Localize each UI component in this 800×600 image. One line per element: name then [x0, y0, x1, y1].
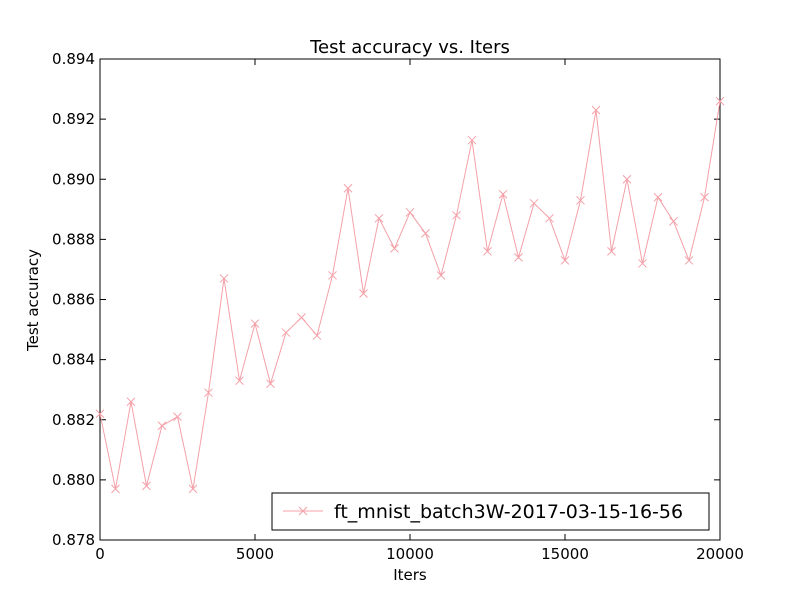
- data-point-x-marker: [653, 192, 663, 202]
- data-point-x-marker: [405, 207, 415, 217]
- data-point-x-marker: [467, 135, 477, 145]
- data-point-x-marker: [173, 412, 182, 422]
- x-axis-ticks: 0 5000 10000 15000 20000: [95, 59, 744, 563]
- y-axis-label: Test accuracy: [24, 249, 42, 352]
- y-tick-label: 0.880: [52, 471, 95, 489]
- data-point-x-marker: [715, 96, 725, 106]
- data-point-x-marker: [266, 379, 275, 389]
- legend-marker-x-icon: [298, 506, 308, 516]
- data-point-x-marker: [483, 247, 492, 256]
- data-point-x-marker: [622, 174, 632, 184]
- legend-box: [271, 492, 710, 531]
- y-tick-label: 0.884: [52, 351, 95, 369]
- data-point-x-marker: [545, 213, 554, 223]
- data-point-x-marker: [328, 271, 337, 280]
- x-axis-label: Iters: [393, 566, 427, 584]
- data-point-x-marker: [250, 319, 260, 328]
- data-point-x-marker: [514, 253, 523, 262]
- y-tick-label: 0.892: [52, 110, 95, 128]
- y-tick-label: 0.886: [52, 291, 95, 309]
- data-point-x-marker: [436, 271, 446, 280]
- x-tick-label: 0: [95, 545, 105, 563]
- data-point-x-marker: [219, 274, 229, 283]
- data-point-x-marker: [700, 192, 709, 202]
- y-tick-label: 0.888: [52, 230, 95, 248]
- data-point-x-marker: [421, 229, 430, 238]
- data-point-x-marker: [188, 484, 198, 494]
- data-point-x-marker: [281, 328, 291, 337]
- legend-entry-label: ft_mnist_batch3W-2017-03-15-16-56: [334, 501, 683, 523]
- x-tick-label: 20000: [696, 545, 744, 563]
- y-tick-label: 0.890: [52, 170, 95, 188]
- data-point-x-marker: [390, 244, 399, 253]
- data-point-x-marker: [560, 256, 570, 265]
- plot-area: 0 5000 10000 15000 20000 0.878 0.880 0.882 0.88…: [52, 50, 744, 563]
- data-point-x-marker: [498, 189, 508, 199]
- data-point-x-marker: [669, 216, 678, 226]
- data-point-x-marker: [157, 421, 167, 431]
- data-point-x-marker: [312, 331, 322, 340]
- data-point-x-marker: [111, 484, 120, 494]
- y-tick-label: 0.894: [52, 50, 95, 68]
- data-point-x-marker: [576, 195, 585, 205]
- legend: ft_mnist_batch3W-2017-03-15-16-56: [271, 492, 710, 531]
- data-point-x-marker: [684, 256, 694, 265]
- data-point-x-marker: [297, 313, 306, 322]
- data-point-x-marker: [95, 409, 105, 419]
- data-point-x-marker: [607, 247, 616, 256]
- plot-frame: [99, 58, 721, 541]
- y-tick-label: 0.882: [52, 411, 95, 429]
- data-point-x-marker: [204, 388, 213, 398]
- data-point-x-marker: [374, 213, 384, 223]
- y-axis-ticks: 0.878 0.880 0.882 0.884 0.886 0.888 0.890 0.892…: [52, 50, 720, 549]
- data-point-x-marker: [638, 259, 647, 268]
- data-point-x-marker: [142, 481, 151, 491]
- data-point-x-marker: [452, 210, 461, 220]
- x-tick-label: 10000: [386, 545, 434, 563]
- data-point-x-marker: [529, 198, 539, 208]
- data-point-x-marker: [359, 289, 368, 298]
- chart-title: Test accuracy vs. Iters: [309, 37, 510, 58]
- data-point-x-marker: [343, 183, 353, 193]
- y-tick-label: 0.878: [52, 531, 95, 549]
- x-tick-label: 15000: [541, 545, 589, 563]
- series-layer: [95, 96, 725, 494]
- data-point-x-marker: [126, 397, 136, 407]
- x-tick-label: 5000: [236, 545, 274, 563]
- data-point-x-marker: [591, 105, 601, 115]
- data-point-x-marker: [235, 376, 244, 386]
